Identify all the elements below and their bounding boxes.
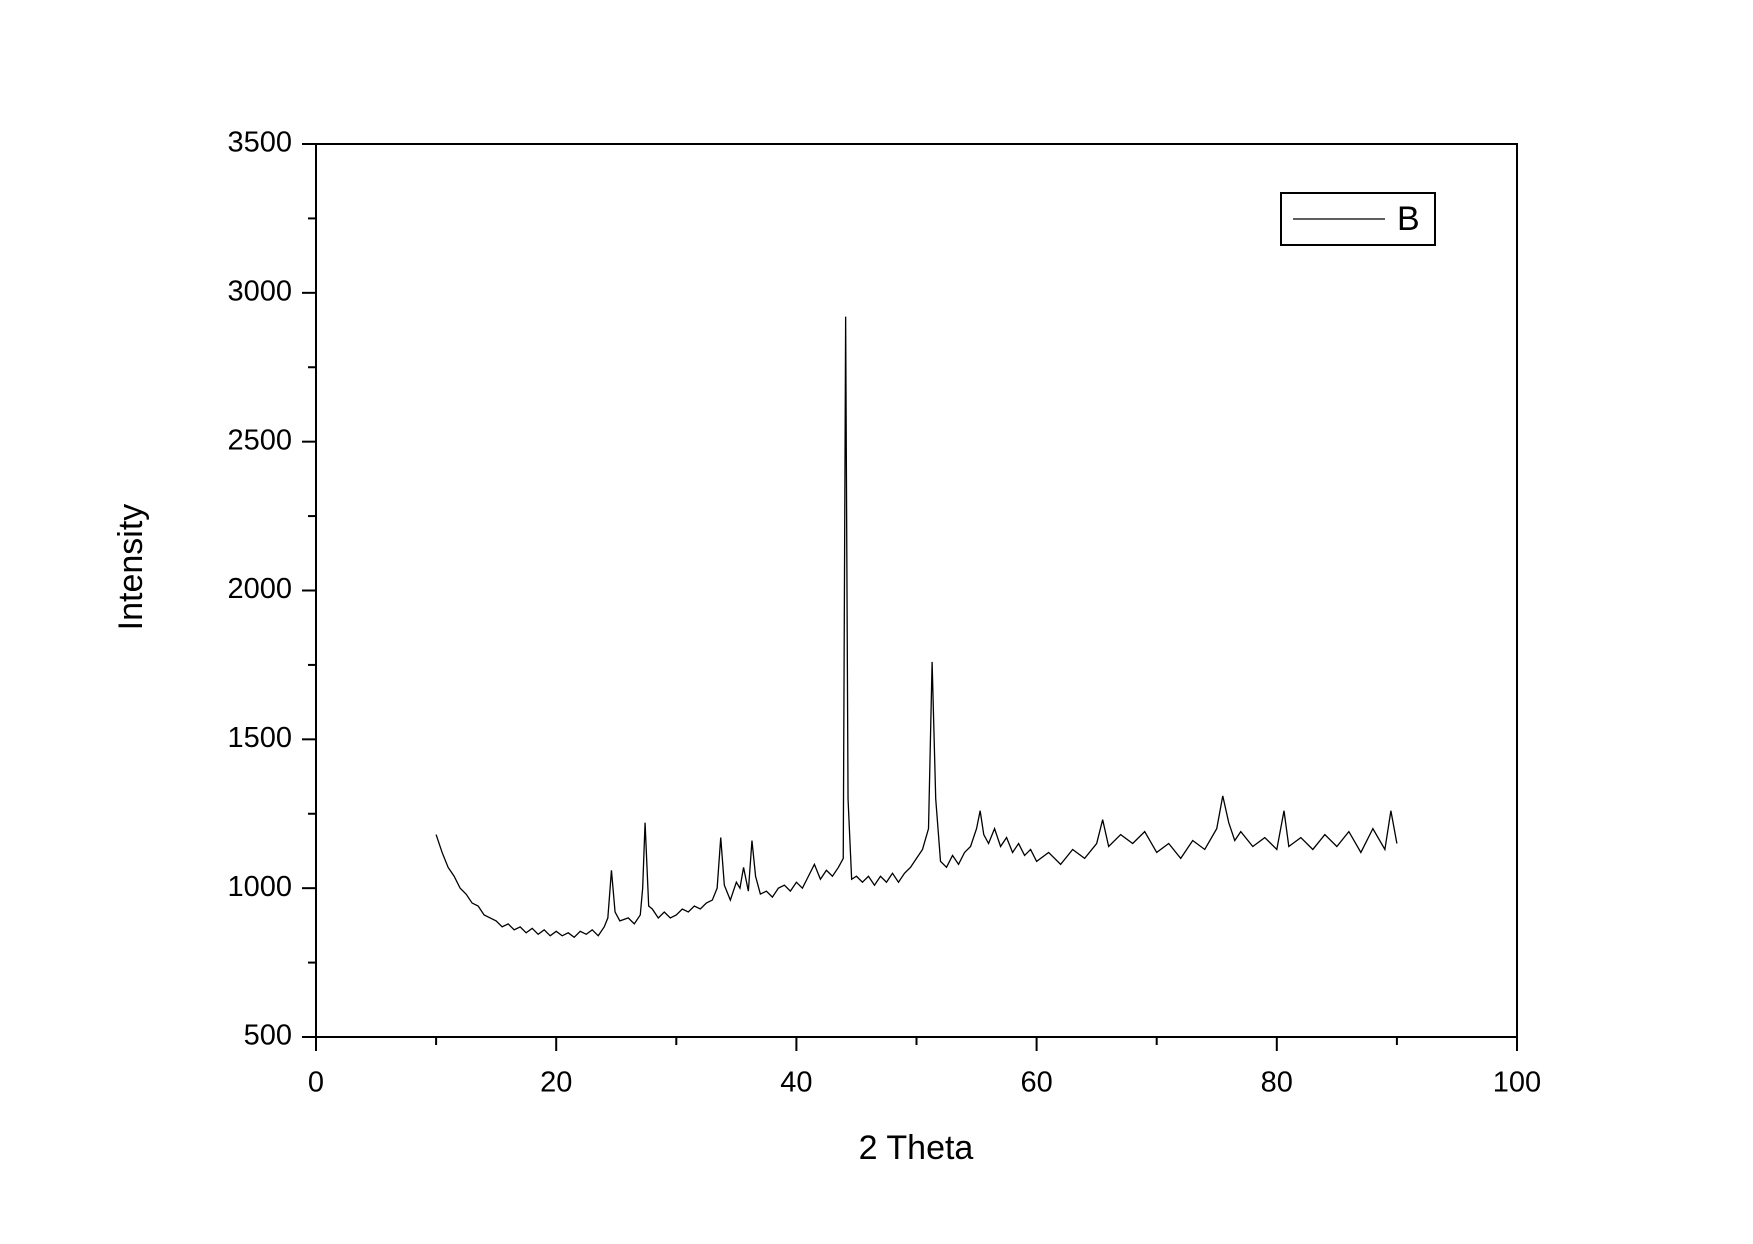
y-tick-label: 2000 — [227, 573, 292, 605]
y-tick-label: 1000 — [227, 871, 292, 903]
y-tick-label: 1500 — [227, 722, 292, 754]
data-line — [435, 316, 1398, 939]
x-tick-label: 0 — [308, 1067, 324, 1099]
x-tick-label: 20 — [540, 1067, 572, 1099]
y-axis-label: Intensity — [112, 504, 150, 631]
x-axis-label: 2 Theta — [859, 1129, 974, 1167]
y-tick-label: 3000 — [227, 275, 292, 307]
y-tick-label: 3500 — [227, 127, 292, 159]
legend-label: B — [1397, 200, 1420, 238]
x-tick-label: 40 — [780, 1067, 812, 1099]
y-tick-label: 500 — [244, 1020, 292, 1052]
y-tick-label: 2500 — [227, 424, 292, 456]
x-tick-label: 60 — [1020, 1067, 1052, 1099]
x-tick-label: 100 — [1493, 1067, 1541, 1099]
x-tick-label: 80 — [1261, 1067, 1293, 1099]
